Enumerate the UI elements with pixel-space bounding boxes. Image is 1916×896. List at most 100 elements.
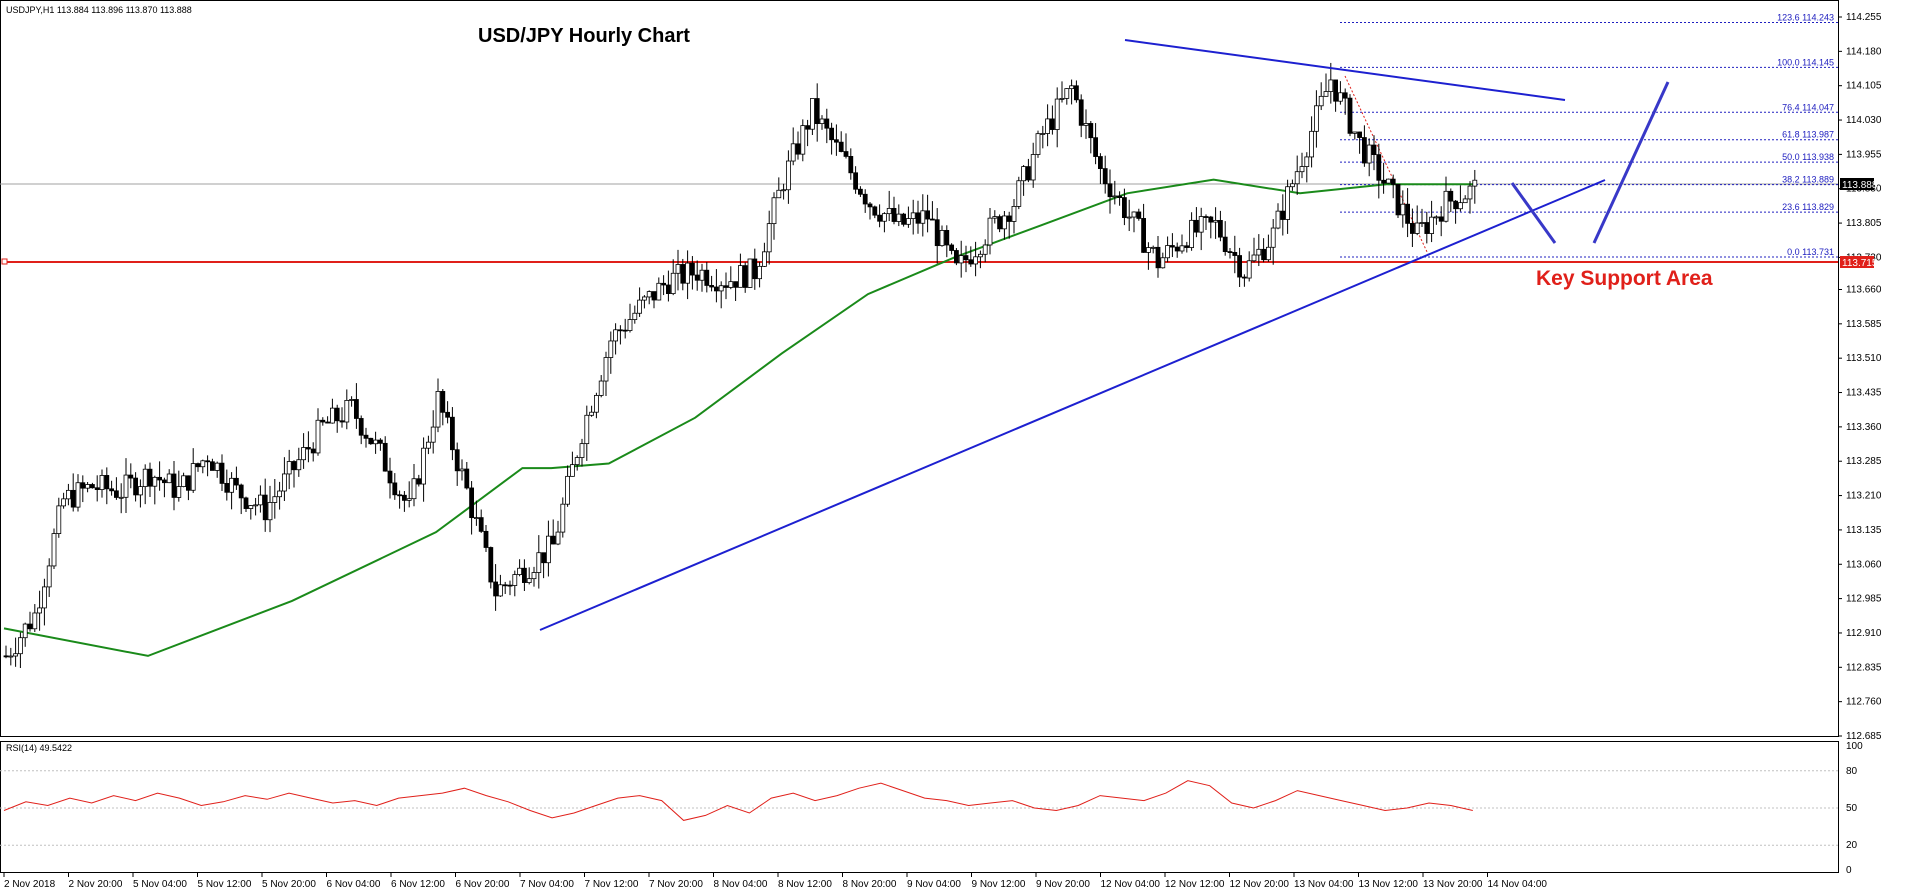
candle-body: [1299, 166, 1305, 173]
time-tick-label: 12 Nov 20:00: [1230, 879, 1290, 890]
candle-body: [1126, 216, 1132, 219]
candle-body: [666, 284, 671, 295]
candle-body: [329, 407, 335, 424]
candle-body: [243, 497, 249, 509]
time-tick-label: 13 Nov 12:00: [1359, 879, 1419, 890]
candle-body: [454, 449, 460, 472]
candle-body: [766, 223, 772, 253]
candle-body: [694, 274, 700, 281]
candle-body: [603, 357, 609, 382]
candle-body: [1251, 254, 1257, 262]
candle-body: [1155, 246, 1161, 269]
candle-body: [190, 463, 196, 491]
candle-body: [397, 494, 403, 497]
candle-body: [608, 340, 614, 358]
fib-level-label: 0.0 113.731: [1787, 247, 1834, 257]
candle-body: [1122, 197, 1127, 218]
candle-body: [1006, 215, 1012, 222]
fib-level-label: 38.2 113.889: [1782, 175, 1834, 185]
price-tick-label: 114.180: [1846, 46, 1882, 57]
time-tick-label: 2 Nov 2018: [4, 879, 56, 890]
candle-body: [752, 258, 758, 280]
candle-body: [147, 468, 153, 487]
candle-body: [555, 531, 561, 545]
candle-body: [517, 567, 522, 575]
candle-body: [699, 269, 705, 281]
candle-body: [80, 482, 86, 489]
fib-level-label: 23.6 113.829: [1782, 202, 1834, 212]
candle-body: [1242, 276, 1247, 279]
fib-level-label: 50.0 113.938: [1782, 152, 1834, 162]
candle-body: [109, 488, 114, 492]
key-support-label: Key Support Area: [1536, 267, 1713, 290]
time-tick-label: 2 Nov 20:00: [69, 879, 123, 890]
price-tick-label: 113.210: [1846, 491, 1882, 502]
candle-body: [958, 255, 964, 264]
candle-body: [1198, 216, 1204, 233]
candle-body: [853, 172, 858, 190]
time-tick-label: 7 Nov 12:00: [585, 879, 639, 890]
candle-body: [104, 475, 110, 490]
candle-body: [872, 206, 878, 216]
candle-body: [262, 494, 268, 521]
candle-body: [1357, 131, 1362, 138]
candle-body: [1438, 216, 1444, 222]
candle-body: [166, 473, 172, 484]
price-tick-label: 114.255: [1846, 12, 1882, 23]
time-tick-label: 13 Nov 20:00: [1423, 879, 1483, 890]
rsi-label: RSI(14) 49.5422: [6, 743, 72, 753]
candle-body: [99, 475, 105, 490]
candle-body: [704, 269, 710, 286]
candle-body: [1227, 251, 1233, 253]
price-tick-label: 112.835: [1846, 662, 1882, 673]
support-marker: [1, 258, 8, 265]
candle-body: [142, 468, 148, 488]
candle-body: [1304, 156, 1310, 167]
time-tick-label: 5 Nov 12:00: [198, 879, 252, 890]
candle-body: [656, 282, 662, 301]
candle-body: [37, 607, 42, 614]
candle-body: [1002, 215, 1007, 230]
candle-body: [963, 255, 969, 261]
candle-body: [522, 567, 527, 583]
candle-body: [1462, 198, 1468, 204]
symbol-info: USDJPY,H1 113.884 113.896 113.870 113.88…: [6, 5, 192, 15]
candle-body: [824, 118, 830, 129]
candle-body: [392, 482, 398, 496]
candle-body: [954, 250, 959, 264]
candle-body: [1266, 246, 1271, 261]
candle-body: [277, 490, 283, 498]
price-tick-label: 112.985: [1846, 594, 1882, 605]
price-tick-label: 113.285: [1846, 456, 1882, 467]
candle-body: [814, 98, 820, 125]
candle-body: [1371, 144, 1377, 156]
time-tick-label: 9 Nov 04:00: [907, 879, 961, 890]
candle-body: [1050, 118, 1055, 130]
candle-body: [997, 216, 1002, 230]
candle-body: [910, 212, 916, 219]
candle-body: [709, 285, 714, 288]
time-tick-label: 9 Nov 20:00: [1036, 879, 1090, 890]
candle-body: [541, 552, 546, 564]
candle-body: [1059, 97, 1065, 100]
candle-body: [1294, 171, 1300, 185]
candle-body: [281, 473, 287, 492]
candle-body: [1246, 260, 1252, 279]
candle-body: [1467, 185, 1473, 200]
candle-body: [776, 189, 782, 199]
candle-body: [17, 637, 23, 655]
candle-body: [915, 212, 921, 224]
rsi-tick-label: 50: [1846, 803, 1858, 814]
candle-body: [214, 462, 220, 471]
price-tick-label: 113.135: [1846, 525, 1882, 536]
fibonacci-levels: 123.6 114.243 100.0 114.145 76.4 114.047 61…: [1340, 12, 1838, 258]
price-tick-label: 113.360: [1846, 422, 1882, 433]
candle-body: [425, 441, 431, 449]
candle-body: [339, 420, 345, 423]
candle-body: [800, 125, 806, 155]
time-tick-label: 6 Nov 20:00: [456, 879, 510, 890]
candle-body: [886, 207, 892, 215]
price-tick-label: 112.910: [1846, 628, 1882, 639]
candle-body: [373, 439, 379, 445]
